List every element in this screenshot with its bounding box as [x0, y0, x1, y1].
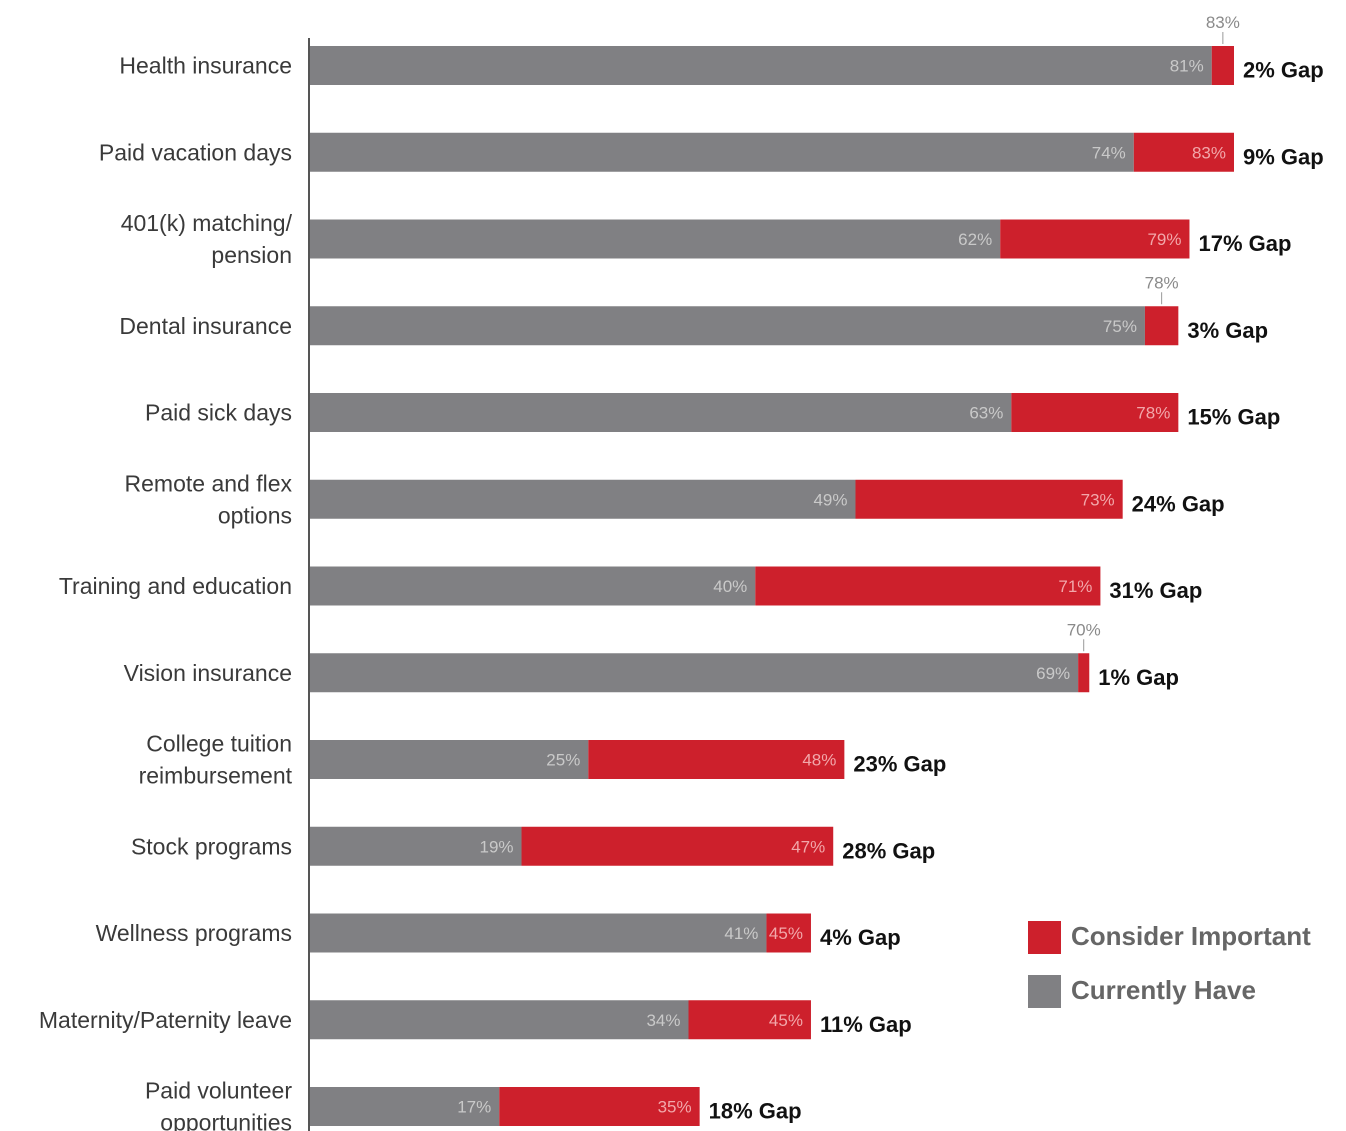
bar-consider-important [1000, 219, 1190, 259]
value-label-consider-important: 48% [802, 751, 836, 770]
category-label: Stock programs [131, 833, 292, 859]
bar-consider-important [1078, 653, 1090, 693]
category-label: Remote and flex options [125, 470, 293, 528]
category-label: Maternity/Paternity leave [39, 1007, 292, 1033]
value-label-currently-have: 25% [546, 751, 580, 770]
bar-consider-important [1133, 132, 1234, 172]
bar-currently-have [310, 393, 1012, 432]
bar-consider-important [855, 479, 1123, 519]
legend-swatch-currently-have [1028, 975, 1061, 1008]
value-label-currently-have: 17% [457, 1098, 491, 1117]
gap-label: 9% Gap [1243, 144, 1324, 169]
gap-label: 4% Gap [820, 925, 901, 950]
category-label: Paid volunteer opportunities [145, 1078, 292, 1131]
bar-currently-have [310, 913, 767, 953]
gap-label: 31% Gap [1109, 578, 1202, 603]
value-label-currently-have: 62% [958, 230, 992, 249]
gap-label: 2% Gap [1243, 58, 1324, 83]
value-label-currently-have: 81% [1170, 57, 1204, 76]
gap-label: 17% Gap [1198, 231, 1291, 256]
category-label: Vision insurance [124, 660, 292, 686]
value-label-consider-important: 83% [1206, 13, 1240, 32]
bar-consider-important [1211, 46, 1234, 85]
legend-swatch-consider-important [1028, 921, 1061, 954]
value-label-consider-important: 83% [1192, 143, 1226, 162]
value-label-consider-important: 79% [1147, 230, 1181, 249]
bar-currently-have [310, 653, 1079, 693]
bar-currently-have [310, 1087, 500, 1126]
category-label: Wellness programs [96, 920, 292, 946]
gap-label: 3% Gap [1187, 318, 1268, 343]
value-label-currently-have: 40% [713, 577, 747, 596]
value-label-consider-important: 73% [1081, 490, 1115, 509]
bar-currently-have [310, 479, 856, 519]
bar-consider-important [688, 1000, 811, 1040]
legend: Consider Important Currently Have [1028, 921, 1311, 1008]
bar-currently-have [310, 740, 589, 779]
value-label-consider-important: 78% [1136, 404, 1170, 423]
bar-currently-have [310, 826, 522, 866]
bar-currently-have [310, 132, 1134, 172]
bar-consider-important [521, 826, 834, 866]
value-label-consider-important: 47% [791, 837, 825, 856]
value-label-consider-important: 71% [1058, 577, 1092, 596]
bar-consider-important [1011, 393, 1179, 432]
bar-consider-important [1144, 306, 1179, 346]
value-label-consider-important: 78% [1145, 273, 1179, 292]
value-label-currently-have: 69% [1036, 664, 1070, 683]
gap-label: 24% Gap [1132, 491, 1225, 516]
gap-label: 1% Gap [1098, 665, 1179, 690]
bar-consider-important [755, 566, 1101, 606]
value-label-currently-have: 49% [813, 490, 847, 509]
value-label-currently-have: 19% [479, 837, 513, 856]
gap-label: 23% Gap [853, 752, 946, 777]
bar-currently-have [310, 219, 1001, 259]
category-label: Paid vacation days [99, 139, 292, 165]
value-label-currently-have: 74% [1092, 143, 1126, 162]
category-label: Health insurance [119, 53, 292, 79]
bar-currently-have [310, 566, 756, 606]
bar-currently-have [310, 46, 1212, 85]
value-label-consider-important: 45% [769, 1011, 803, 1030]
gap-label: 11% Gap [820, 1012, 912, 1037]
gap-label: 18% Gap [709, 1099, 802, 1124]
gap-label: 15% Gap [1187, 405, 1280, 430]
value-label-consider-important: 35% [658, 1098, 692, 1117]
bar-consider-important [499, 1087, 700, 1126]
bar-currently-have [310, 1000, 689, 1040]
bar-currently-have [310, 306, 1145, 346]
category-label: College tuition reimbursement [139, 731, 293, 789]
gap-label: 28% Gap [842, 838, 935, 863]
bar-consider-important [588, 740, 845, 779]
value-label-consider-important: 45% [769, 924, 803, 943]
value-label-currently-have: 75% [1103, 317, 1137, 336]
bar-consider-important [766, 913, 811, 953]
category-label: Dental insurance [119, 313, 292, 339]
bar-groups: Health insurance 81% 83% 2% Gap Paid vacatio… [39, 13, 1324, 1131]
value-label-currently-have: 34% [646, 1011, 680, 1030]
legend-label-consider-important: Consider Important [1071, 921, 1311, 951]
category-label: Training and education [59, 573, 292, 599]
value-label-consider-important: 70% [1067, 620, 1101, 639]
legend-label-currently-have: Currently Have [1071, 975, 1256, 1005]
category-label: 401(k) matching/pension [121, 210, 293, 268]
value-label-currently-have: 63% [969, 404, 1003, 423]
category-label: Paid sick days [145, 400, 292, 426]
value-label-currently-have: 41% [724, 924, 758, 943]
